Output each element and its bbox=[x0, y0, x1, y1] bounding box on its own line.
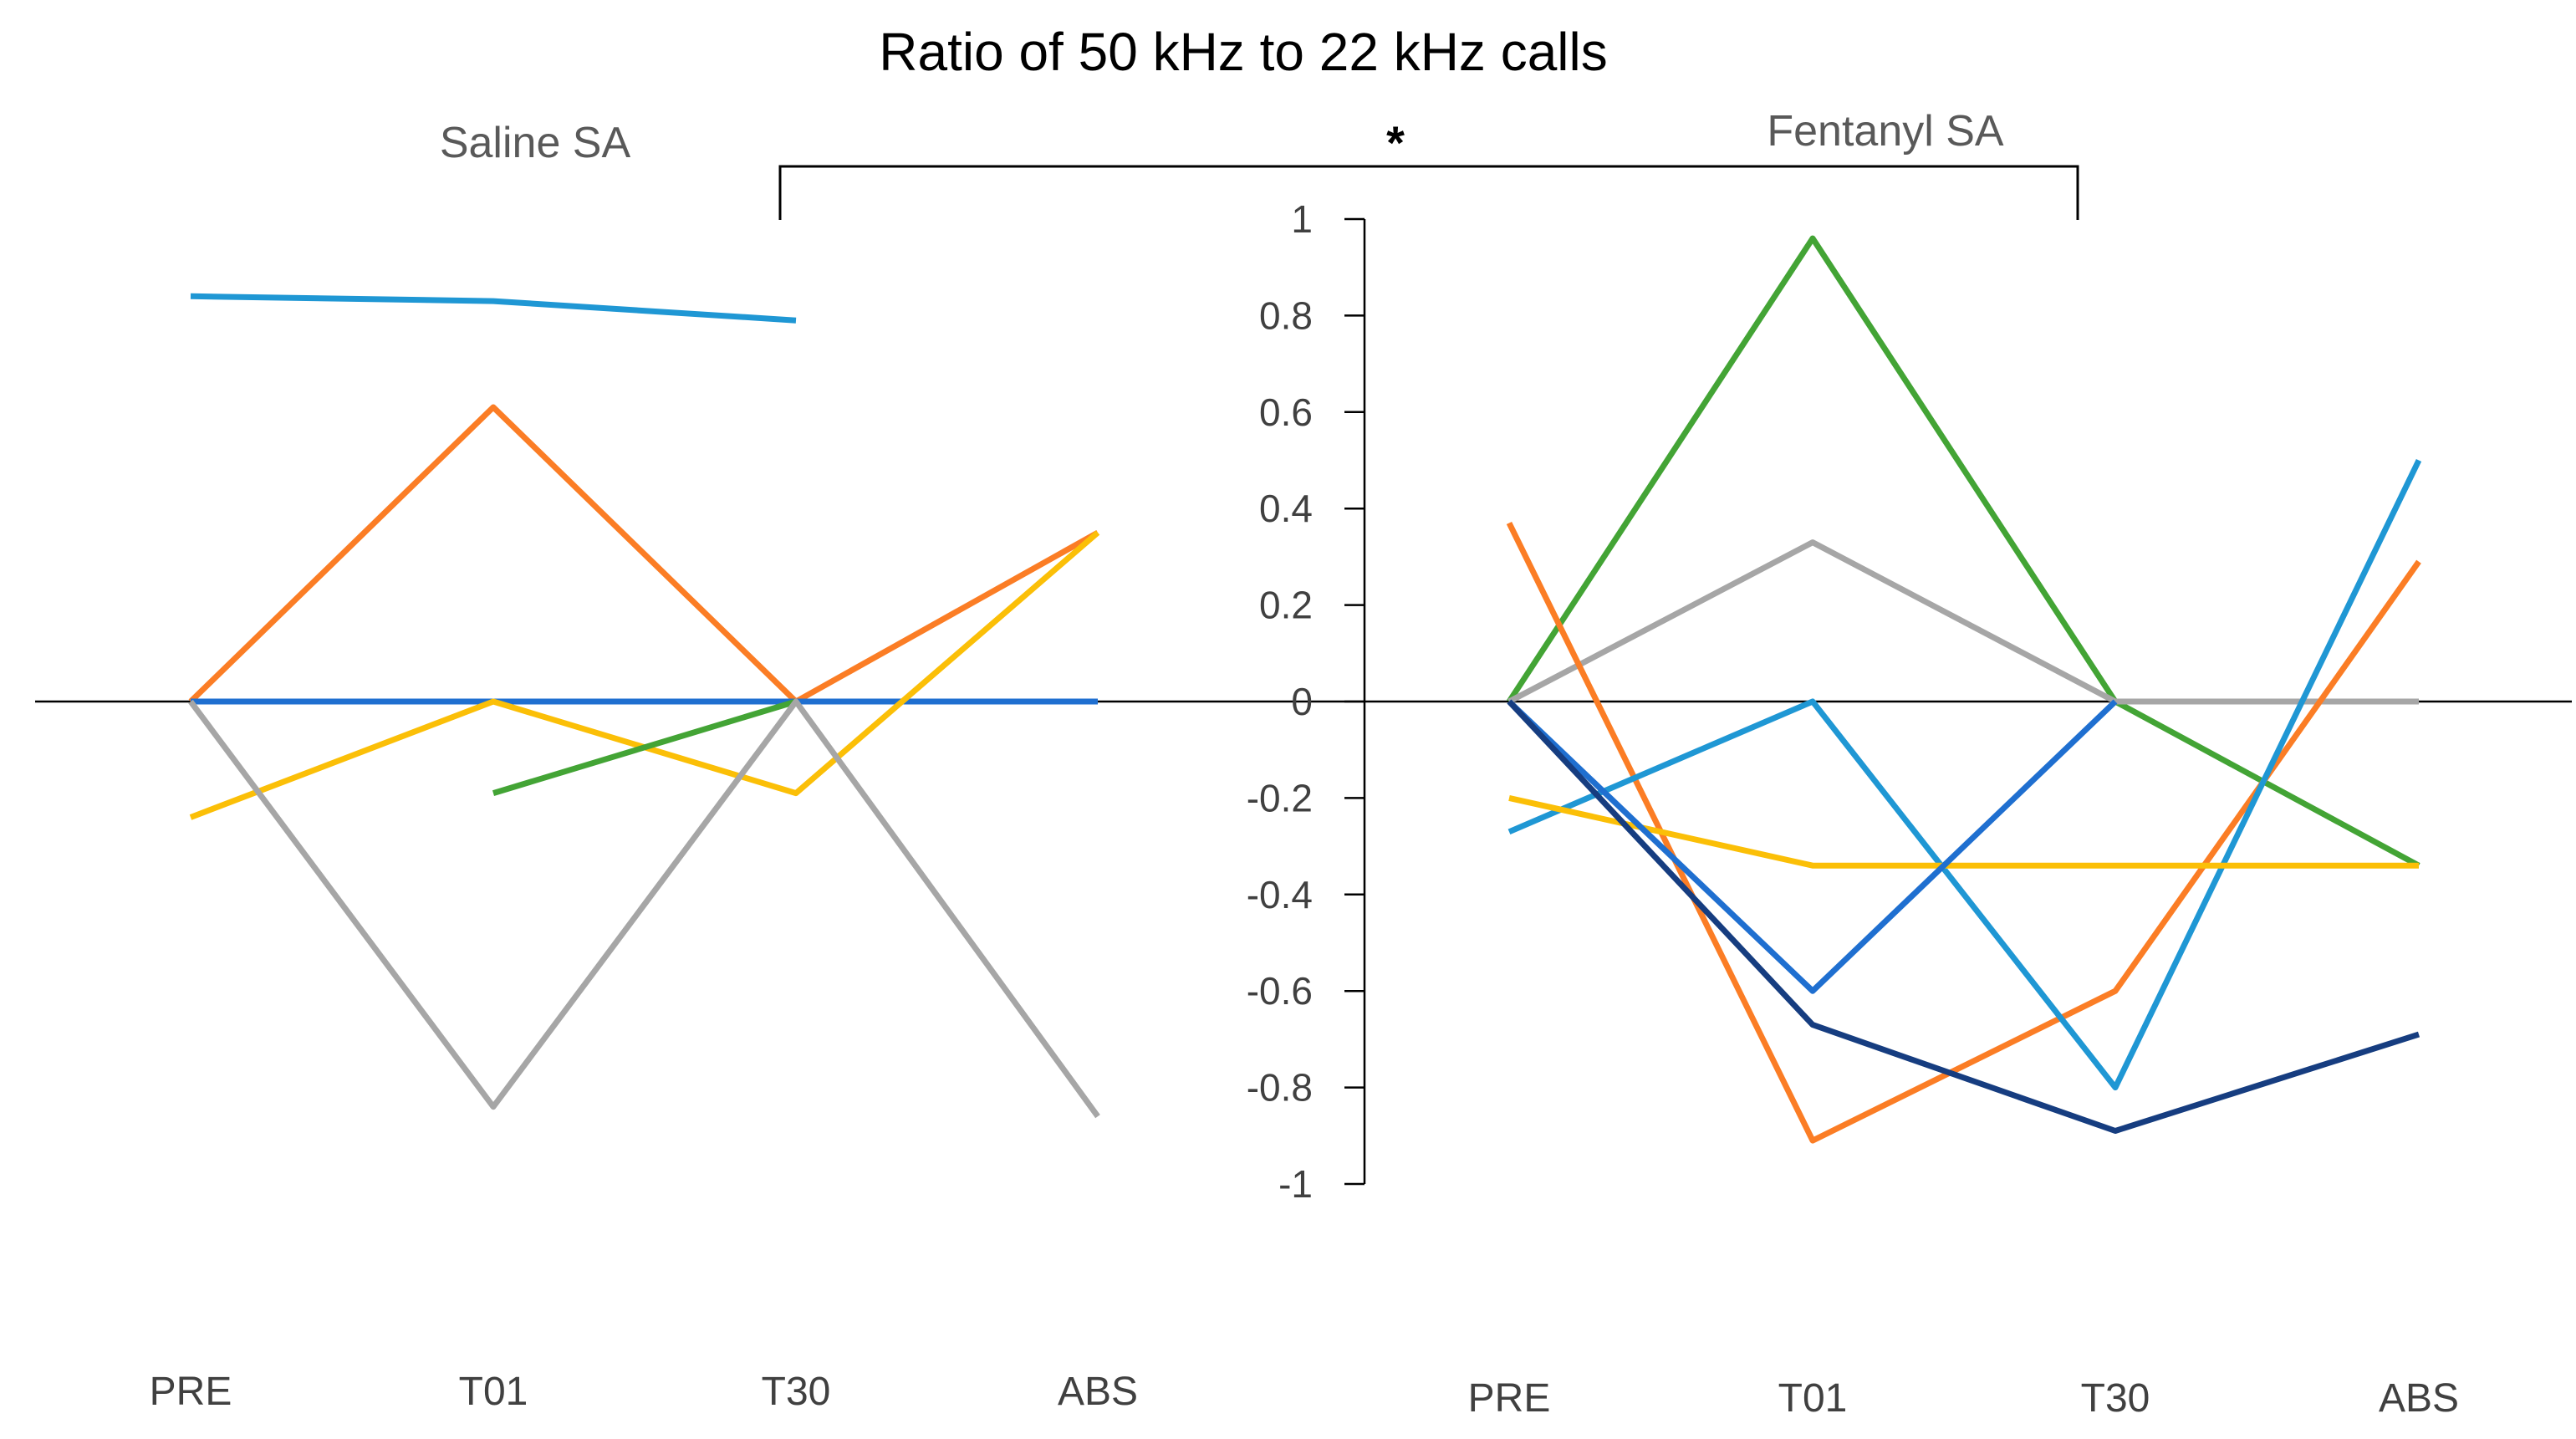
x-category-label: T30 bbox=[762, 1370, 831, 1414]
series-line-fentanyl-5 bbox=[1507, 699, 2118, 994]
x-category-label: T30 bbox=[2081, 1376, 2150, 1421]
series-line-saline-5 bbox=[188, 698, 1100, 1119]
series-line-fentanyl-6 bbox=[1507, 699, 2420, 1134]
y-tick-label: 0.2 bbox=[1259, 584, 1313, 627]
series-line-fentanyl-3 bbox=[1507, 458, 2422, 1091]
series-line-fentanyl-1 bbox=[1507, 539, 2419, 705]
y-tick-label: 1 bbox=[1291, 197, 1313, 241]
y-tick-label: -0.2 bbox=[1247, 776, 1313, 819]
series-line-saline-0 bbox=[190, 293, 797, 324]
y-tick-label: 0.4 bbox=[1259, 487, 1313, 530]
chart-title: Ratio of 50 kHz to 22 kHz calls bbox=[879, 22, 1607, 82]
significance-marker: * bbox=[1386, 116, 1405, 169]
y-tick-label: 0.8 bbox=[1259, 293, 1313, 337]
series-line-fentanyl-4 bbox=[1508, 794, 2419, 869]
x-category-label: T01 bbox=[1778, 1376, 1848, 1421]
series-line-saline-1 bbox=[188, 404, 1099, 705]
x-category-label: ABS bbox=[1058, 1370, 1138, 1414]
y-tick-label: -1 bbox=[1278, 1162, 1313, 1206]
x-category-label: T01 bbox=[459, 1370, 528, 1414]
panel-title-fentanyl: Fentanyl SA bbox=[1767, 107, 2004, 156]
y-tick-label: -0.8 bbox=[1247, 1066, 1313, 1110]
y-tick-label: 0.6 bbox=[1259, 390, 1313, 434]
series-line-saline-4 bbox=[492, 698, 798, 796]
x-category-label: PRE bbox=[1468, 1376, 1551, 1421]
y-tick-label: 0 bbox=[1291, 680, 1313, 723]
series-layer bbox=[188, 235, 2422, 1144]
series-line-fentanyl-0 bbox=[1507, 235, 2420, 869]
panel-title-saline: Saline SA bbox=[440, 119, 631, 167]
y-tick-label: -0.6 bbox=[1247, 969, 1313, 1013]
y-tick-label: -0.4 bbox=[1247, 873, 1313, 916]
label-layer: 1 0.8 0.6 0.4 0.2 0 -0.2 -0.4 -0.6 -0.8 -1 PRE T01 T3… bbox=[150, 197, 2459, 1421]
x-category-label: PRE bbox=[150, 1370, 232, 1414]
x-category-label: ABS bbox=[2379, 1376, 2459, 1421]
significance-bracket bbox=[778, 165, 2079, 220]
